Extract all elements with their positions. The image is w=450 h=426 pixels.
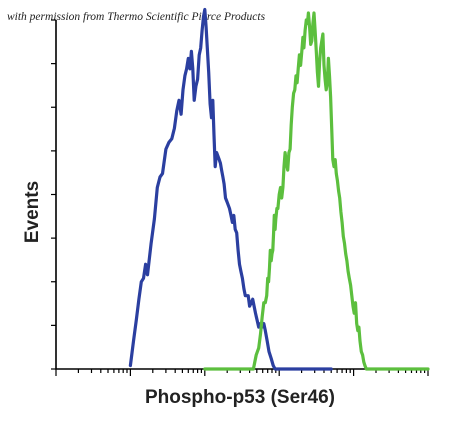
y-axis-ticks <box>51 19 56 370</box>
x-axis-title: Phospho-p53 (Ser46) <box>145 387 335 408</box>
credit-text: with permission from Thermo Scientific P… <box>7 11 266 23</box>
x-axis-ticks <box>55 369 429 376</box>
series-line-2 <box>203 11 430 371</box>
y-axis-title: Events <box>22 181 43 243</box>
series-layer <box>128 7 430 371</box>
series-line-1 <box>128 7 333 371</box>
plot-area <box>51 7 430 376</box>
axes-frame <box>55 20 428 370</box>
